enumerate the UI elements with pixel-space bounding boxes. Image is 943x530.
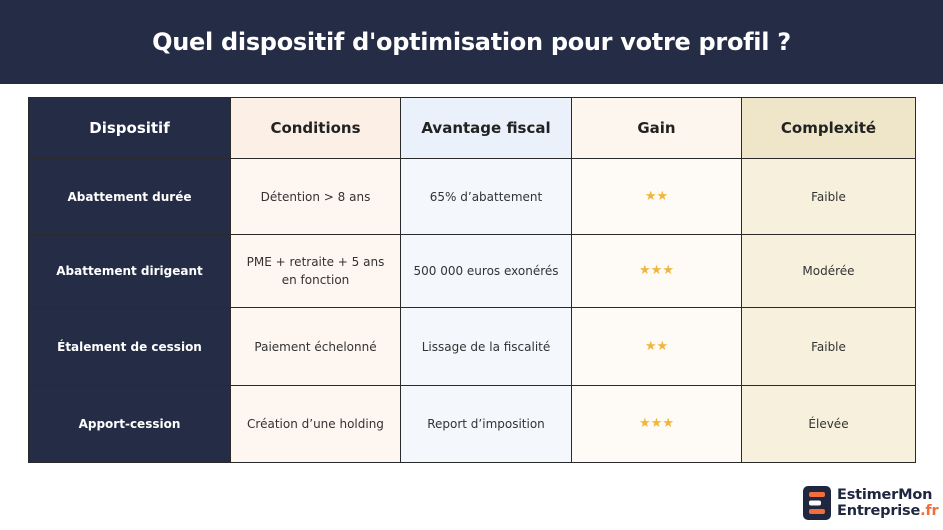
star-rating-icon: ★★★ <box>639 416 674 432</box>
cell-dispositif: Étalement de cession <box>28 307 231 386</box>
cell-conditions: Paiement échelonné <box>230 307 401 386</box>
cell-gain: ★★★ <box>571 234 742 308</box>
cell-complexite: Faible <box>741 158 916 235</box>
table-row: Apport-cession Création d’une holding Re… <box>28 385 916 463</box>
cell-avantage: 65% d’abattement <box>400 158 572 235</box>
table-row: Abattement durée Détention > 8 ans 65% d… <box>28 158 916 235</box>
table-row: Étalement de cession Paiement échelonné … <box>28 307 916 386</box>
header-conditions: Conditions <box>230 97 401 159</box>
cell-avantage: 500 000 euros exonérés <box>400 234 572 308</box>
page-title: Quel dispositif d'optimisation pour votr… <box>152 28 791 56</box>
cell-conditions: Détention > 8 ans <box>230 158 401 235</box>
logo-line-2: Entreprise.fr <box>837 503 939 519</box>
cell-avantage: Report d’imposition <box>400 385 572 463</box>
cell-conditions: Création d’une holding <box>230 385 401 463</box>
table-header-row: Dispositif Conditions Avantage fiscal Ga… <box>28 97 916 159</box>
cell-complexite: Élevée <box>741 385 916 463</box>
table-row: Abattement dirigeant PME + retraite + 5 … <box>28 234 916 308</box>
brand-logo: EstimerMon Entreprise.fr <box>803 486 939 520</box>
header-dispositif: Dispositif <box>28 97 231 159</box>
logo-mark-icon <box>803 486 831 520</box>
cell-complexite: Faible <box>741 307 916 386</box>
header-complexite: Complexité <box>741 97 916 159</box>
cell-gain: ★★ <box>571 158 742 235</box>
logo-line-2-main: Entreprise <box>837 503 921 519</box>
cell-complexite: Modérée <box>741 234 916 308</box>
cell-gain: ★★★ <box>571 385 742 463</box>
comparison-table: Dispositif Conditions Avantage fiscal Ga… <box>28 97 916 463</box>
cell-gain: ★★ <box>571 307 742 386</box>
star-rating-icon: ★★★ <box>639 263 674 279</box>
title-banner: Quel dispositif d'optimisation pour votr… <box>0 0 943 84</box>
cell-dispositif: Abattement dirigeant <box>28 234 231 308</box>
cell-dispositif: Apport-cession <box>28 385 231 463</box>
cell-conditions: PME + retraite + 5 ans en fonction <box>230 234 401 308</box>
cell-dispositif: Abattement durée <box>28 158 231 235</box>
logo-line-1: EstimerMon <box>837 487 933 503</box>
header-gain: Gain <box>571 97 742 159</box>
logo-wordmark: EstimerMon Entreprise.fr <box>837 487 939 519</box>
star-rating-icon: ★★ <box>644 188 669 204</box>
cell-avantage: Lissage de la fiscalité <box>400 307 572 386</box>
header-avantage: Avantage fiscal <box>400 97 572 159</box>
logo-line-2-suffix: .fr <box>920 503 939 519</box>
star-rating-icon: ★★ <box>644 338 669 354</box>
